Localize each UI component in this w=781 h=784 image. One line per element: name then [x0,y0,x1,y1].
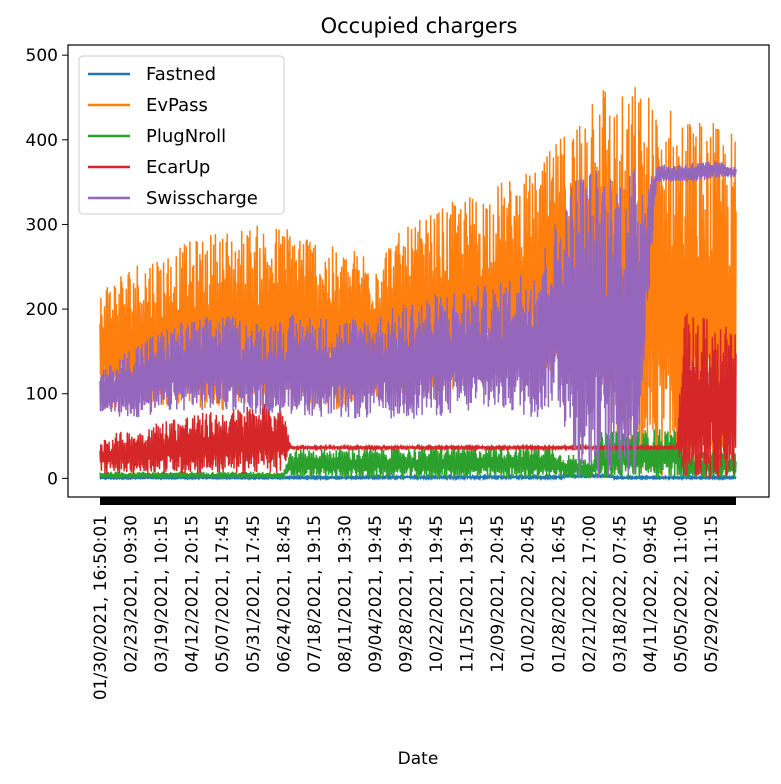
x-tick-label: 06/24/2021, 18:45 [274,515,294,673]
x-tick-label: 05/31/2021, 17:45 [244,515,264,673]
x-tick-label: 04/11/2022, 09:45 [641,515,661,673]
legend-item: PlugNroll [88,126,226,147]
x-tick-label: 01/28/2022, 16:45 [549,515,569,673]
y-axis: 0 100 200 300 400 500 [26,46,68,489]
chart-title: Occupied chargers [321,14,518,38]
legend-item: EvPass [88,95,208,116]
legend-label: EvPass [146,95,208,116]
x-tick-label: 09/28/2021, 19:45 [397,515,417,673]
x-tick-label: 05/29/2022, 11:15 [702,515,722,673]
x-axis-title: Date [398,749,439,769]
legend-label: EcarUp [146,157,210,178]
y-tick-label: 300 [26,215,58,235]
x-tick-label: 09/04/2021, 19:45 [366,515,386,673]
series-swisscharge [99,161,737,478]
y-tick-label: 200 [26,300,58,320]
x-tick-band [100,497,736,505]
x-tick-label: 03/18/2022, 07:45 [610,515,630,673]
x-tick-label: 02/23/2021, 09:30 [122,515,142,673]
series-plugnroll [99,429,737,479]
x-tick-label: 05/05/2022, 11:00 [671,515,691,673]
legend-item: Swisscharge [88,188,258,209]
series-ecarup [99,313,737,479]
legend: Fastned EvPass PlugNroll EcarUp Swisscharge [78,55,285,215]
x-tick-label: 04/12/2021, 20:15 [183,515,203,673]
x-tick-label: 05/07/2021, 17:45 [213,515,233,673]
x-tick-label: 01/30/2021, 16:50:01 [91,515,111,700]
x-axis: 01/30/2021, 16:50:01 02/23/2021, 09:30 03/… [91,497,736,700]
series-layer [99,87,737,482]
x-tick-label: 07/18/2021, 19:15 [305,515,325,673]
y-tick-label: 400 [26,131,58,151]
legend-item: EcarUp [88,157,210,178]
legend-item: Fastned [88,64,216,85]
series-line-plugnroll [99,429,737,479]
x-tick-label: 12/09/2021, 20:45 [488,515,508,673]
series-line-swisscharge [99,161,737,478]
x-tick-label: 10/22/2021, 19:45 [427,515,447,673]
legend-label: PlugNroll [146,126,226,147]
x-tick-label: 02/21/2022, 17:00 [580,515,600,673]
x-tick-label: 11/15/2021, 19:15 [458,515,478,673]
legend-box [78,55,285,215]
legend-label: Fastned [146,64,216,85]
y-tick-label: 100 [26,385,58,405]
legend-label: Swisscharge [146,188,258,209]
x-tick-label: 01/02/2022, 20:45 [519,515,539,673]
x-tick-label: 08/11/2021, 19:30 [335,515,355,673]
series-line-ecarup [99,313,737,479]
y-tick-label: 0 [47,469,58,489]
y-tick-label: 500 [26,46,58,66]
x-tick-label: 03/19/2021, 10:15 [152,515,172,673]
